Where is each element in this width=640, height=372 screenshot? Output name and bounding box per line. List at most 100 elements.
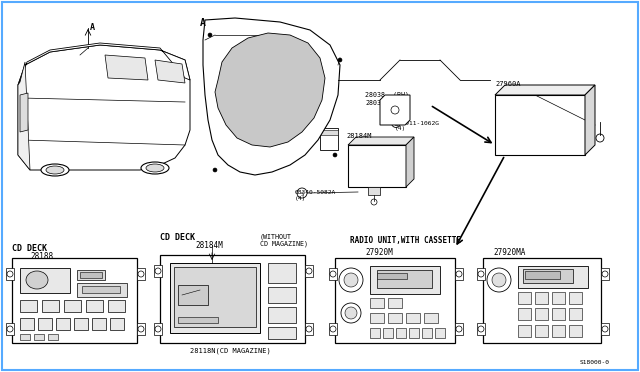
Bar bbox=[170, 263, 260, 333]
Circle shape bbox=[478, 271, 484, 277]
Bar bbox=[377, 273, 407, 279]
Circle shape bbox=[344, 273, 358, 287]
Text: (WITHOUT
CD MAGAZINE): (WITHOUT CD MAGAZINE) bbox=[260, 233, 308, 247]
Polygon shape bbox=[215, 33, 325, 147]
Bar bbox=[518, 292, 531, 304]
Bar bbox=[569, 292, 582, 304]
Polygon shape bbox=[406, 137, 414, 187]
Circle shape bbox=[602, 271, 608, 277]
Polygon shape bbox=[585, 85, 595, 155]
Text: S18000-0: S18000-0 bbox=[580, 360, 610, 365]
Bar bbox=[86, 300, 103, 312]
Circle shape bbox=[338, 58, 342, 62]
Circle shape bbox=[345, 307, 357, 319]
Bar bbox=[483, 258, 601, 343]
Bar bbox=[268, 307, 296, 323]
Circle shape bbox=[297, 188, 307, 198]
Bar bbox=[20, 334, 30, 340]
Bar bbox=[552, 308, 565, 320]
Bar bbox=[422, 328, 432, 338]
Circle shape bbox=[155, 268, 161, 274]
Bar bbox=[80, 272, 102, 278]
Bar bbox=[552, 325, 565, 337]
Bar bbox=[601, 323, 609, 335]
Circle shape bbox=[602, 326, 608, 332]
Bar bbox=[348, 145, 406, 187]
Bar bbox=[305, 323, 313, 335]
Bar bbox=[160, 255, 305, 343]
Bar bbox=[525, 271, 560, 279]
Bar bbox=[396, 328, 406, 338]
Text: 28038  (RH): 28038 (RH) bbox=[365, 92, 409, 99]
Bar bbox=[435, 328, 445, 338]
Bar bbox=[518, 308, 531, 320]
Circle shape bbox=[596, 134, 604, 142]
Circle shape bbox=[341, 303, 361, 323]
Bar bbox=[82, 286, 120, 293]
Bar bbox=[518, 325, 531, 337]
Polygon shape bbox=[18, 62, 30, 170]
Bar bbox=[388, 298, 402, 308]
Text: A: A bbox=[200, 18, 206, 28]
Bar bbox=[424, 313, 438, 323]
Bar bbox=[455, 268, 463, 280]
Bar bbox=[64, 300, 81, 312]
Bar bbox=[178, 285, 208, 305]
Bar bbox=[6, 268, 14, 280]
Bar bbox=[523, 269, 573, 283]
Circle shape bbox=[138, 326, 144, 332]
Circle shape bbox=[478, 326, 484, 332]
Polygon shape bbox=[155, 60, 185, 83]
Text: S: S bbox=[300, 192, 303, 196]
Bar bbox=[268, 287, 296, 303]
Circle shape bbox=[138, 271, 144, 277]
Text: 28038+A(LH): 28038+A(LH) bbox=[365, 100, 409, 106]
Text: CD DECK: CD DECK bbox=[160, 233, 195, 242]
Bar bbox=[137, 323, 145, 335]
Bar bbox=[518, 266, 588, 288]
Bar bbox=[535, 308, 548, 320]
Bar bbox=[77, 283, 127, 297]
Bar bbox=[552, 292, 565, 304]
Circle shape bbox=[155, 326, 161, 332]
Circle shape bbox=[456, 326, 462, 332]
Bar bbox=[174, 267, 256, 327]
Bar bbox=[110, 318, 124, 330]
Bar bbox=[56, 318, 70, 330]
Bar bbox=[455, 323, 463, 335]
Bar bbox=[409, 328, 419, 338]
Bar bbox=[20, 318, 34, 330]
Bar bbox=[154, 323, 162, 335]
Polygon shape bbox=[495, 85, 595, 95]
Bar bbox=[388, 313, 402, 323]
Bar bbox=[377, 270, 432, 288]
Bar bbox=[329, 268, 337, 280]
Bar bbox=[370, 313, 384, 323]
Circle shape bbox=[333, 153, 337, 157]
Circle shape bbox=[391, 106, 399, 114]
Bar bbox=[370, 266, 440, 294]
Bar bbox=[268, 327, 296, 339]
Bar bbox=[20, 268, 70, 293]
Text: N: N bbox=[395, 121, 397, 125]
Circle shape bbox=[7, 271, 13, 277]
Circle shape bbox=[339, 268, 363, 292]
Ellipse shape bbox=[141, 162, 169, 174]
Text: 28184M: 28184M bbox=[346, 133, 371, 139]
Bar bbox=[12, 258, 137, 343]
Polygon shape bbox=[18, 45, 190, 170]
Bar bbox=[38, 318, 52, 330]
Circle shape bbox=[492, 273, 506, 287]
Polygon shape bbox=[18, 43, 190, 85]
Bar bbox=[154, 265, 162, 277]
Bar bbox=[6, 323, 14, 335]
Polygon shape bbox=[20, 93, 28, 132]
Bar bbox=[320, 128, 338, 150]
Bar bbox=[77, 270, 105, 280]
Circle shape bbox=[208, 33, 212, 37]
Polygon shape bbox=[105, 55, 148, 80]
Ellipse shape bbox=[41, 164, 69, 176]
Circle shape bbox=[213, 168, 217, 172]
Polygon shape bbox=[348, 137, 414, 145]
Ellipse shape bbox=[146, 164, 164, 172]
